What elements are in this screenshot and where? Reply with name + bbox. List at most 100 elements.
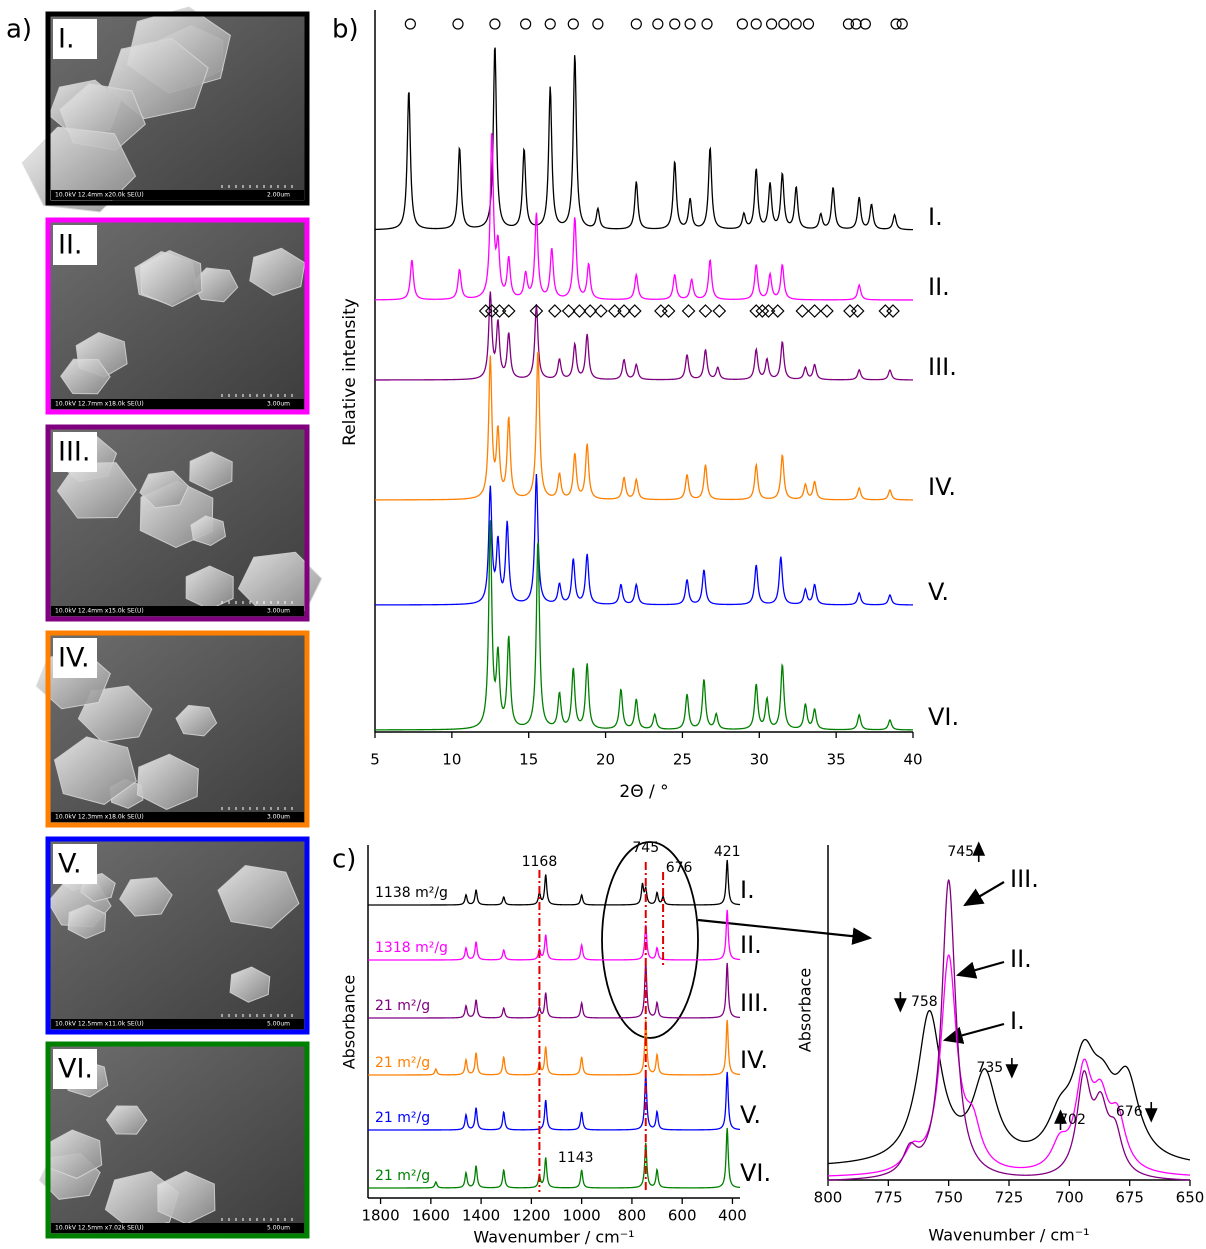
series-label: III. <box>740 989 769 1017</box>
crystal <box>67 904 107 940</box>
label-arrow <box>963 881 1005 907</box>
x-tick-label: 750 <box>934 1189 963 1207</box>
reflection-marker <box>896 18 908 30</box>
reflection-marker <box>820 304 834 318</box>
caption-bar <box>51 812 304 822</box>
spectrum <box>827 878 1191 1181</box>
series-label: I. <box>928 203 943 231</box>
sem-scale: 3.00um <box>267 608 290 615</box>
crystal <box>175 704 218 737</box>
sem-image: 10.0kV 12.3mm x18.0k SE(U) 3.00um IV. <box>35 630 310 828</box>
caption-bar <box>51 1019 304 1029</box>
reflection-marker <box>669 18 681 30</box>
reflection-marker <box>736 18 748 30</box>
series-label: II. <box>1010 945 1032 973</box>
panel-label: a) <box>6 15 32 45</box>
x-tick-label: 775 <box>874 1189 903 1207</box>
surface-area: 21 m²/g <box>375 998 430 1014</box>
x-axis-label: Wavenumber / cm⁻¹ <box>473 1228 634 1247</box>
x-tick-label: 1400 <box>462 1207 500 1225</box>
spectrum <box>375 291 914 381</box>
sem-frame <box>45 630 310 828</box>
sem-caption: 10.0kV 12.7mm x18.0k SE(U) <box>55 401 144 408</box>
sem-label: IV. <box>58 643 90 674</box>
surface-area: 1138 m²/g <box>375 885 448 901</box>
series-label: V. <box>740 1101 761 1129</box>
reflection-marker <box>712 304 727 318</box>
label-box <box>53 432 97 472</box>
sem-scale: 3.00um <box>267 814 290 821</box>
sem-label: I. <box>58 24 75 55</box>
sem-scale: 5.00um <box>267 1021 290 1028</box>
x-tick-label: 400 <box>718 1207 747 1225</box>
surface-area: 21 m²/g <box>375 1055 430 1071</box>
spectrum <box>827 1009 1191 1165</box>
sem-image: 10.0kV 12.4mm x20.0k SE(U) 2.00um I. <box>21 6 310 213</box>
x-tick-label: 20 <box>596 751 615 769</box>
panel-label: b) <box>332 15 359 45</box>
reflection-marker <box>681 304 696 318</box>
sem-frame <box>45 836 310 1035</box>
x-axis-label: 2Θ / ° <box>619 782 668 802</box>
reflection-marker <box>842 18 855 30</box>
spectrum <box>827 954 1191 1177</box>
reflection-marker <box>567 18 579 30</box>
sem-scale: 3.00um <box>267 401 290 408</box>
series-label: I. <box>1010 1007 1025 1035</box>
surface-area: 21 m²/g <box>375 1168 430 1184</box>
crystal <box>217 864 300 929</box>
series-label: V. <box>928 578 949 606</box>
reflection-marker <box>749 304 764 318</box>
sem-caption: 10.0kV 12.4mm x15.0k SE(U) <box>55 608 144 615</box>
reflection-marker <box>547 304 562 318</box>
x-tick-label: 1200 <box>512 1207 550 1225</box>
x-tick-label: 40 <box>903 751 922 769</box>
sem-frame <box>45 11 310 206</box>
y-axis-label: Absorbance <box>340 975 359 1070</box>
sem-image: 10.0kV 12.4mm x15.0k SE(U) 3.00um III. <box>45 424 323 622</box>
spectrum <box>368 962 741 1019</box>
series-label: VI. <box>740 1159 771 1187</box>
caption-bar <box>51 399 304 409</box>
peak-annotation: 1143 <box>558 1150 594 1166</box>
series-label: III. <box>1010 865 1039 893</box>
reflection-marker <box>761 304 776 318</box>
reflection-marker <box>890 18 902 30</box>
label-box <box>53 844 97 884</box>
spectrum <box>368 909 741 961</box>
panel-label: c) <box>332 845 356 875</box>
x-tick-label: 600 <box>668 1207 697 1225</box>
sem-caption: 10.0kV 12.4mm x20.0k SE(U) <box>55 192 144 199</box>
surface-area: 1318 m²/g <box>375 940 448 956</box>
reflection-marker <box>850 18 862 30</box>
caption-bar <box>51 190 304 200</box>
reflection-marker <box>790 18 802 30</box>
x-axis-label: Wavenumber / cm⁻¹ <box>928 1226 1089 1245</box>
reflection-marker <box>701 18 713 30</box>
x-tick-label: 1000 <box>563 1207 601 1225</box>
spectrum <box>375 473 914 606</box>
x-tick-label: 800 <box>814 1189 843 1207</box>
caption-bar <box>51 1223 304 1233</box>
reflection-marker <box>520 18 532 30</box>
sem-label: III. <box>58 437 90 468</box>
caption-bar <box>51 606 304 616</box>
sem-caption: 10.0kV 12.3mm x18.0k SE(U) <box>55 814 144 821</box>
crystal <box>190 515 227 547</box>
reflection-marker <box>859 18 871 30</box>
crystal <box>105 1105 148 1135</box>
spectrum <box>368 1071 741 1131</box>
x-tick-label: 800 <box>618 1207 647 1225</box>
sem-scale: 2.00um <box>267 192 290 199</box>
sem-caption: 10.0kV 12.5mm x11.0k SE(U) <box>55 1021 144 1028</box>
sem-scale: 5.00um <box>267 1225 290 1232</box>
sem-label: VI. <box>58 1054 93 1085</box>
crystal <box>53 736 137 805</box>
reflection-marker <box>607 304 622 318</box>
reflection-marker <box>630 18 642 30</box>
reflection-marker <box>886 304 900 318</box>
spectrum <box>368 1019 741 1076</box>
reflection-marker <box>770 304 785 318</box>
reflection-marker <box>592 18 604 30</box>
crystal <box>139 250 203 307</box>
